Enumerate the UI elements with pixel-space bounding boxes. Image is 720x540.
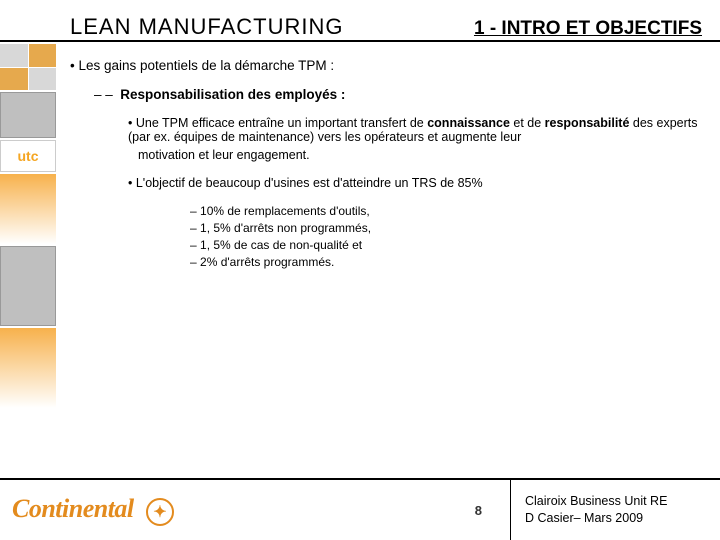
bullet-level-3: Une TPM efficace entraîne un important t…	[128, 116, 708, 144]
sidebar-block	[0, 246, 56, 326]
text-run: Une TPM efficace entraîne un important t…	[136, 116, 427, 130]
slide-title-left: LEAN MANUFACTURING	[70, 14, 474, 40]
text-bold: responsabilité	[545, 116, 630, 130]
sidebar-gradient	[0, 328, 56, 408]
sidebar-block	[0, 92, 56, 138]
bullet-level-1: Les gains potentiels de la démarche TPM …	[70, 58, 708, 73]
bullet-level-3: L'objectif de beaucoup d'usines est d'at…	[128, 176, 708, 190]
bullet-level-4: 10% de remplacements d'outils,	[190, 204, 708, 218]
footer-line-2: D Casier– Mars 2009	[525, 510, 706, 527]
slide-body: Les gains potentiels de la démarche TPM …	[70, 58, 708, 272]
bullet-level-2-label: Responsabilisation des employés :	[120, 87, 345, 102]
bullet-level-2: – Responsabilisation des employés :	[94, 87, 708, 102]
footer-meta: Clairoix Business Unit RE D Casier– Mars…	[510, 480, 720, 540]
slide-title-right: 1 - INTRO ET OBJECTIFS	[474, 18, 710, 40]
logo-text: Continental	[12, 494, 134, 523]
bullet-level-3-continuation: motivation et leur engagement.	[138, 148, 708, 162]
bullet-level-4: 2% d'arrêts programmés.	[190, 255, 708, 269]
left-sidebar: utc	[0, 44, 58, 474]
sidebar-gradient	[0, 174, 56, 244]
bullet-level-4: 1, 5% d'arrêts non programmés,	[190, 221, 708, 235]
text-run: et de	[510, 116, 545, 130]
bullet-level-4: 1, 5% de cas de non-qualité et	[190, 238, 708, 252]
continental-logo: Continental ✦	[8, 494, 174, 526]
slide-header: LEAN MANUFACTURING 1 - INTRO ET OBJECTIF…	[0, 0, 720, 42]
page-number: 8	[475, 503, 510, 518]
continental-horse-icon: ✦	[146, 498, 174, 526]
footer-line-1: Clairoix Business Unit RE	[525, 493, 706, 510]
text-bold: connaissance	[427, 116, 510, 130]
utc-logo: utc	[0, 140, 56, 172]
sidebar-tile-grid	[0, 44, 56, 90]
slide-footer: Continental ✦ 8 Clairoix Business Unit R…	[0, 478, 720, 540]
